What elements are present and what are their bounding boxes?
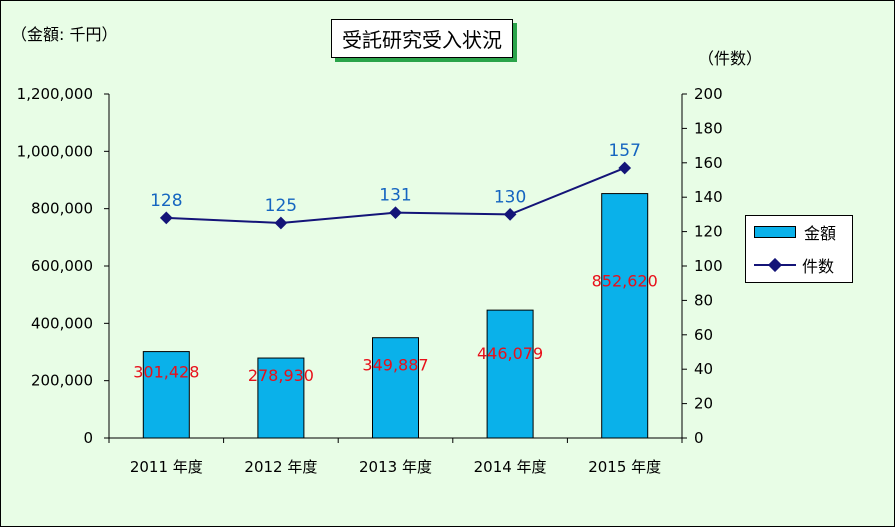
legend-line-label: 件数	[802, 257, 835, 276]
legend-bar-swatch	[754, 226, 796, 238]
legend-item-amount: 金額	[754, 221, 836, 243]
x-tick-label: 2012 年度	[244, 458, 317, 476]
right-tick-label: 160	[694, 154, 723, 172]
x-tick-label: 2014 年度	[474, 458, 547, 476]
bar-amount	[142, 351, 190, 439]
bar-value-label: 301,428	[133, 363, 199, 382]
left-tick-label: 400,000	[31, 314, 93, 332]
bar-value-label: 852,620	[592, 271, 658, 290]
right-tick-label: 0	[694, 429, 704, 447]
right-tick-label: 200	[694, 85, 723, 103]
bar-value-label: 278,930	[248, 366, 314, 385]
right-tick-label: 120	[694, 223, 723, 241]
right-tick-label: 40	[694, 360, 713, 378]
left-tick-label: 600,000	[31, 257, 93, 275]
line-value-label: 125	[265, 196, 297, 216]
line-point	[503, 208, 517, 221]
line-point	[159, 211, 173, 225]
left-tick-label: 1,000,000	[17, 142, 93, 160]
bar-amount	[601, 193, 649, 439]
bar-amount	[486, 309, 534, 439]
bar-amount	[372, 337, 419, 439]
legend: 金額 件数	[745, 215, 853, 283]
right-tick-label: 80	[694, 291, 713, 309]
line-point	[274, 216, 288, 230]
chart-title: 受託研究受入状況	[331, 19, 513, 58]
x-tick-label: 2013 年度	[359, 458, 432, 476]
line-value-label: 128	[150, 191, 182, 211]
left-tick-label: 800,000	[31, 200, 93, 218]
right-tick-label: 20	[694, 395, 713, 413]
left-axis-unit: （金額: 千円）	[11, 25, 118, 44]
left-tick-label: 0	[83, 429, 93, 447]
bar-amount	[257, 357, 305, 439]
line-value-label: 131	[379, 186, 411, 206]
bar-value-label: 349,887	[362, 356, 428, 375]
legend-item-count: 件数	[754, 254, 834, 276]
right-axis-unit: （件数）	[698, 49, 763, 68]
x-tick-label: 2015 年度	[588, 458, 661, 476]
x-tick-label: 2011 年度	[130, 458, 203, 476]
legend-bar-label: 金額	[804, 224, 837, 243]
right-tick-label: 100	[694, 257, 723, 275]
line-value-label: 157	[608, 141, 640, 161]
right-tick-label: 180	[694, 119, 723, 137]
line-point	[618, 161, 632, 175]
right-tick-label: 140	[694, 188, 723, 206]
right-tick-label: 60	[694, 326, 713, 344]
line-value-label: 130	[494, 187, 526, 207]
bar-value-label: 446,079	[477, 344, 543, 363]
line-point	[389, 206, 402, 220]
left-tick-label: 200,000	[31, 372, 93, 390]
left-tick-label: 1,200,000	[17, 85, 93, 103]
legend-line-swatch	[754, 258, 796, 272]
